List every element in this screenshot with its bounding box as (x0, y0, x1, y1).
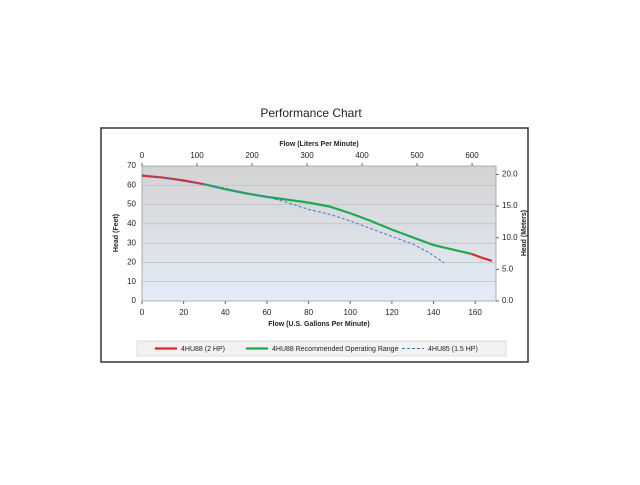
y2-tick-label: 20.0 (502, 170, 518, 179)
y-tick-label: 50 (127, 200, 136, 209)
y-tick-label: 20 (127, 258, 136, 267)
x-axis-label: Flow (U.S. Gallons Per Minute) (268, 321, 370, 328)
x-tick-label: 100 (344, 308, 358, 317)
y-tick-label: 70 (127, 161, 136, 170)
x-tick-label: 40 (221, 308, 230, 317)
x2-tick-label: 400 (355, 151, 369, 160)
x-tick-label: 160 (468, 308, 482, 317)
legend-label: 4HU88 (2 HP) (181, 346, 225, 353)
y-tick-label: 40 (127, 219, 136, 228)
y2-tick-label: 5.0 (502, 264, 514, 273)
y2-tick-label: 10.0 (502, 233, 518, 242)
legend (136, 340, 507, 357)
series-line (204, 183, 472, 255)
x-tick-label: 140 (427, 308, 441, 317)
y-axis-label: Head (Feet) (113, 214, 120, 252)
x-tick-label: 80 (304, 308, 313, 317)
legend-label: 4HU85 (1.5 HP) (428, 346, 478, 353)
y2-axis-label: Head (Meters) (521, 210, 528, 256)
series-line (141, 174, 445, 264)
x2-tick-label: 100 (190, 151, 204, 160)
y2-tick-label: 0.0 (502, 296, 514, 305)
y-tick-label: 0 (132, 296, 137, 305)
y-tick-label: 60 (127, 180, 136, 189)
y2-tick-label: 15.0 (502, 201, 518, 210)
x-tick-label: 120 (385, 308, 399, 317)
chart-title: Performance Chart (260, 106, 362, 120)
x2-axis-label: Flow (Liters Per Minute) (279, 141, 358, 148)
x2-tick-label: 600 (465, 151, 479, 160)
plot-area (141, 165, 497, 302)
x2-tick-label: 200 (245, 151, 259, 160)
legend-label: 4HU88 Recommended Operating Range (272, 346, 399, 353)
x-tick-label: 20 (179, 308, 188, 317)
x2-tick-label: 300 (300, 151, 314, 160)
x-tick-label: 60 (262, 308, 271, 317)
y-tick-label: 10 (127, 277, 136, 286)
y-tick-label: 30 (127, 238, 136, 247)
x-tick-label: 0 (140, 308, 145, 317)
x2-tick-label: 0 (140, 151, 145, 160)
x2-tick-label: 500 (410, 151, 424, 160)
